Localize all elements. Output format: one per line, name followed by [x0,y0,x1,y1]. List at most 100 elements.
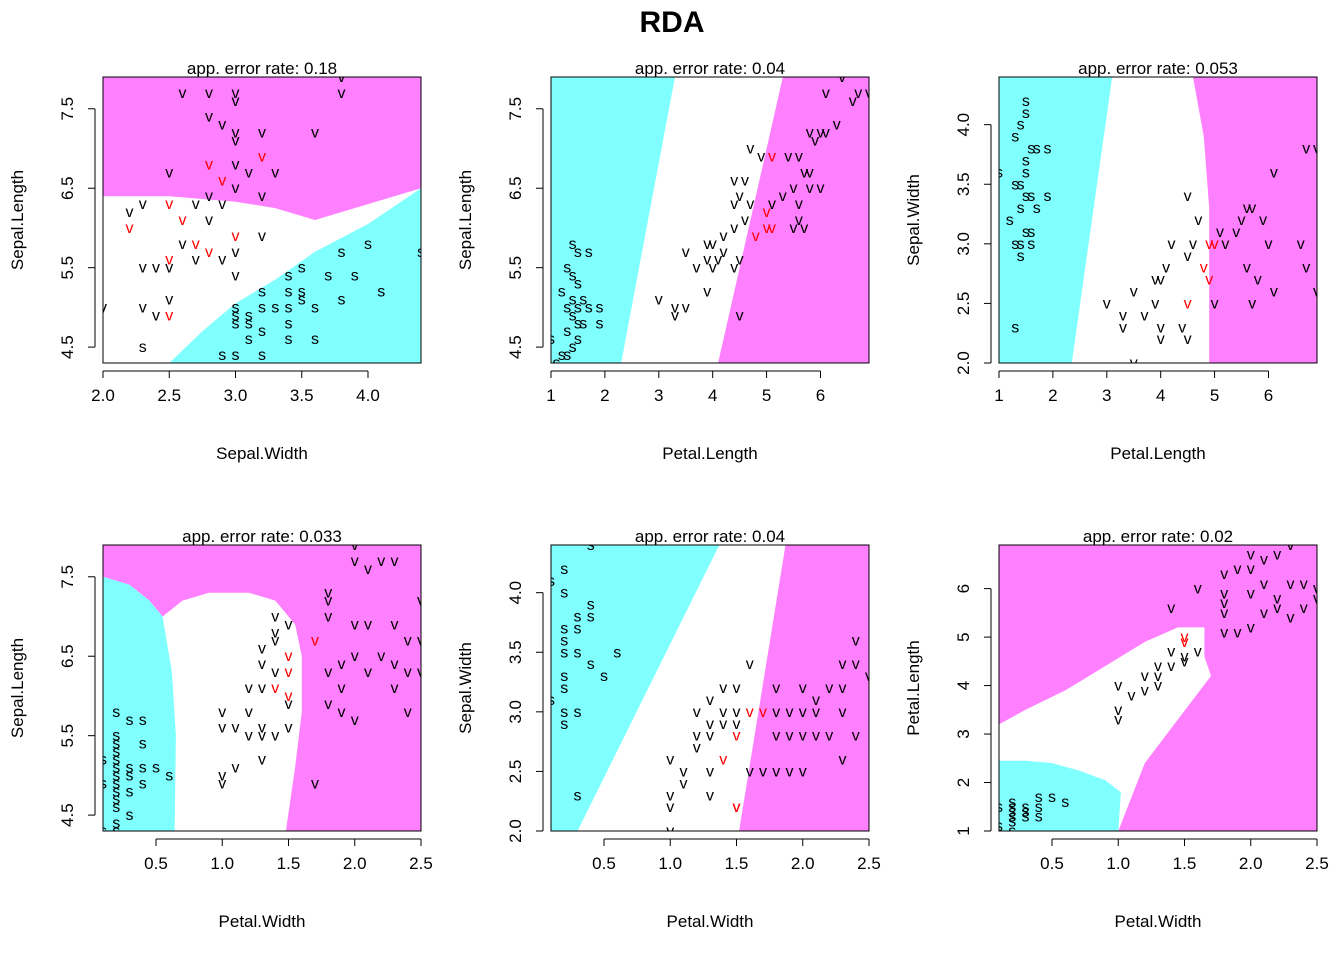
point-s: s [587,656,595,673]
point-s: s [1022,804,1030,821]
point-s: s [569,291,577,308]
point-v: v [1184,188,1192,205]
point-v: v [779,188,787,205]
point-v: v [232,244,240,261]
point-s: s [377,284,385,301]
point-v: v [205,212,213,229]
point-v: v [719,716,727,733]
region-s-1 [103,188,421,363]
point-v: v [1154,658,1162,675]
point-v: v [404,664,412,681]
point-v: v [1313,284,1321,301]
point-v: v [271,624,279,641]
point-v: v [165,196,173,213]
point-s: s [126,807,134,824]
point-v: v [165,307,173,324]
x-tick-label: 4.0 [356,386,380,405]
point-v: v [1220,605,1228,622]
point-v: v [1184,331,1192,348]
point-v: v [839,704,847,721]
y-tick-label: 3.5 [954,172,973,196]
y-axis: 2.0 2.5 3.0 3.5 4.0 [954,113,992,375]
y-axis: 4.5 5.5 6.5 7.5 [58,565,96,827]
decision-regions [551,77,869,363]
point-v: v [822,125,830,142]
point-v: v [799,728,807,745]
point-v: v [218,172,226,189]
point-s: s [613,644,621,661]
point-s: s [99,775,107,792]
panel-title: app. error rate: 0.033 [182,527,342,546]
x-tick-label: 3.0 [224,386,248,405]
x-axis: 2.0 2.5 3.0 3.5 4.0 [91,370,380,405]
point-s: s [585,299,593,316]
point-s: s [112,775,120,792]
panel-title: app. error rate: 0.04 [635,59,785,78]
point-v: v [1247,586,1255,603]
point-v: v [391,616,399,633]
point-v: v [258,720,266,737]
point-v: v [730,260,738,277]
y-tick-label: 2 [954,778,973,787]
point-s: s [585,244,593,261]
point-v: v [1157,319,1165,336]
point-s: s [338,244,346,261]
point-v: v [377,553,385,570]
point-s: s [552,355,560,372]
point-s: s [995,164,1003,181]
point-v: v [666,799,674,816]
point-v: v [1151,272,1159,289]
point-s: s [258,347,266,364]
region-s-0 [999,77,1113,363]
point-v: v [833,117,841,134]
point-v: v [682,299,690,316]
point-v: v [822,85,830,102]
point-s: s [112,823,120,840]
y-tick-label: 5.5 [506,256,525,280]
point-s: s [1035,809,1043,826]
point-s: s [587,537,595,554]
point-v: v [693,704,701,721]
point-v: v [205,244,213,261]
point-s: s [587,609,595,626]
point-s: s [351,268,359,285]
x-tick-label: 1.0 [210,854,234,873]
y-tick-label: 6.5 [506,176,525,200]
point-v: v [733,716,741,733]
x-axis: 0.5 1.0 1.5 2.0 2.5 [1040,838,1329,873]
point-v: v [152,260,160,277]
point-s: s [560,585,568,602]
point-v: v [218,252,226,269]
point-v: v [772,704,780,721]
point-v: v [258,148,266,165]
point-v: v [205,156,213,173]
point-v: v [285,664,293,681]
y-tick-label: 7.5 [506,97,525,121]
point-v: v [806,164,814,181]
region-v-1 [718,77,869,363]
x-tick-label: 1.0 [658,854,682,873]
point-v: v [772,763,780,780]
point-v: v [271,609,279,626]
point-v: v [811,133,819,150]
point-s: s [1008,813,1016,830]
point-v: v [693,260,701,277]
point-v: v [1205,236,1213,253]
point-v: v [849,93,857,110]
point-v: v [1273,547,1281,564]
decision-regions [103,545,421,831]
point-s: s [596,315,604,332]
point-v: v [1238,212,1246,229]
point-s: s [587,597,595,614]
point-s: s [1048,789,1056,806]
panel-title: app. error rate: 0.04 [635,527,785,546]
point-v: v [179,236,187,253]
y-tick-label: 3.5 [506,640,525,664]
point-v: v [1243,200,1251,217]
x-tick-label: 4 [1156,386,1165,405]
x-tick-label: 2.0 [91,386,115,405]
point-v: v [1151,295,1159,312]
point-v: v [404,632,412,649]
